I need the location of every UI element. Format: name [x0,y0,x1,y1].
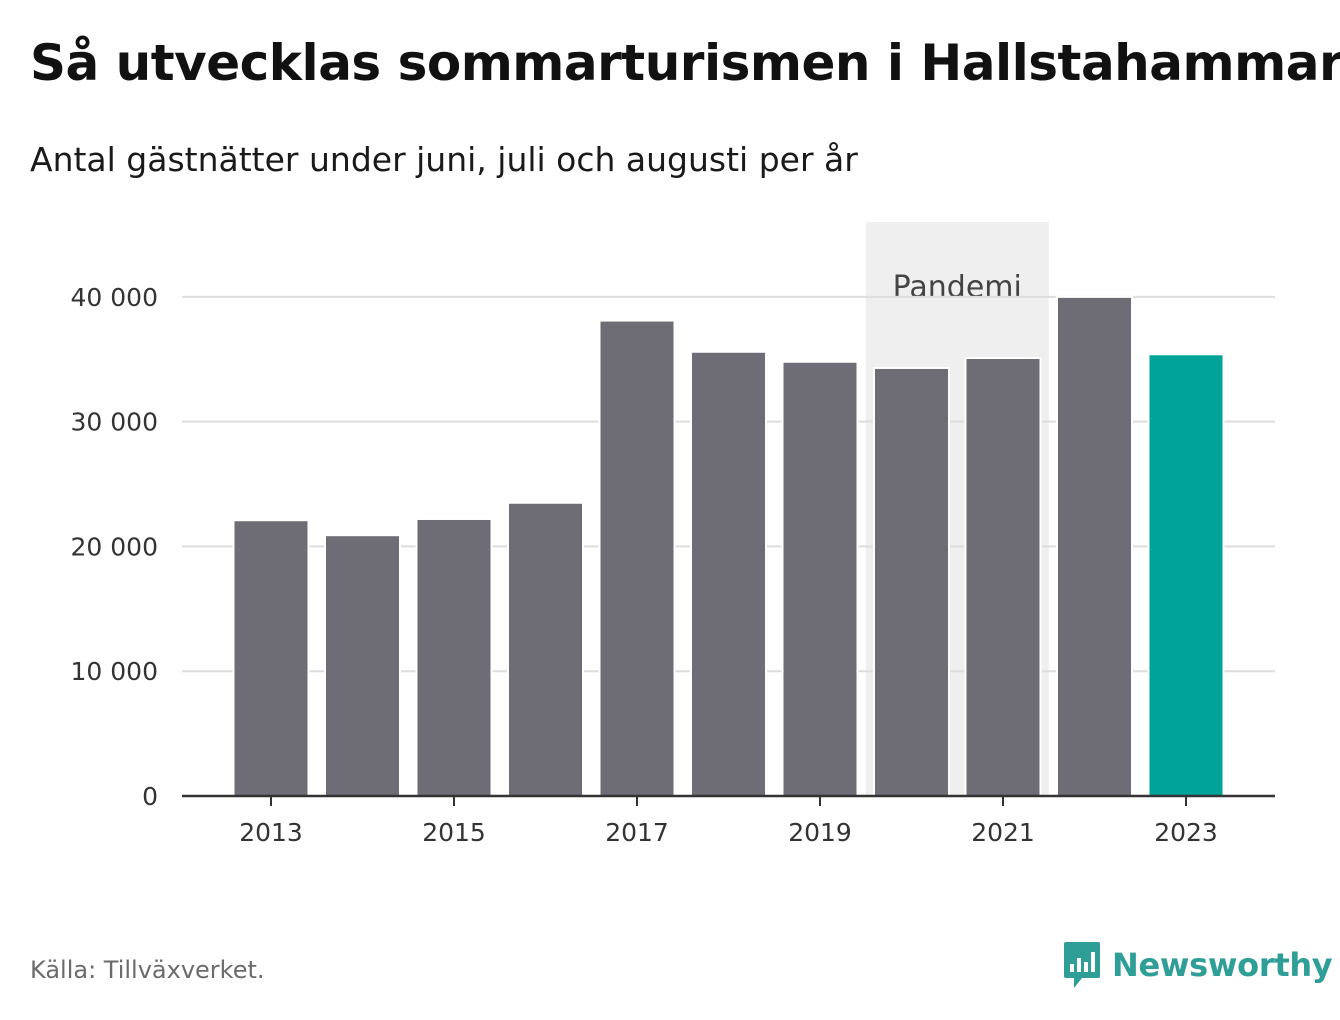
y-tick-label: 0 [142,782,158,811]
chart-title: Så utvecklas sommarturismen i Hallstaham… [30,34,1340,92]
bar-2023 [1147,353,1225,797]
bar-2015 [415,517,493,797]
bar-chart: Pandemi 0 10 000 20 000 30 000 40 000 2013 20… [71,222,1275,847]
bar-2022 [1056,295,1133,797]
bar-2016 [507,501,584,797]
source-note: Källa: Tillväxverket. [30,956,265,984]
bar-2020 [873,366,950,797]
x-tick-label: 2021 [971,818,1035,847]
newsworthy-logo: Newsworthy [1062,940,1333,990]
bar-2014 [324,534,401,797]
y-tick-label: 10 000 [71,657,158,686]
x-tick-label: 2017 [605,818,669,847]
bar-2013 [232,519,310,797]
pandemic-label: Pandemi [893,270,1022,305]
newsworthy-logo-icon [1064,942,1100,988]
y-tick-label: 40 000 [71,283,158,312]
bar-2019 [781,360,859,797]
chart-subtitle: Antal gästnätter under juni, juli och au… [30,140,858,179]
y-tick-label: 30 000 [71,408,158,437]
x-tick-label: 2015 [422,818,486,847]
brand-name: Newsworthy [1112,946,1333,984]
bar-2018 [690,350,767,797]
bar-2021 [964,357,1042,797]
x-tick-label: 2023 [1154,818,1218,847]
bar-2017 [598,319,676,797]
x-tick-label: 2019 [788,818,852,847]
x-tick-label: 2013 [239,818,303,847]
y-tick-label: 20 000 [71,532,158,561]
